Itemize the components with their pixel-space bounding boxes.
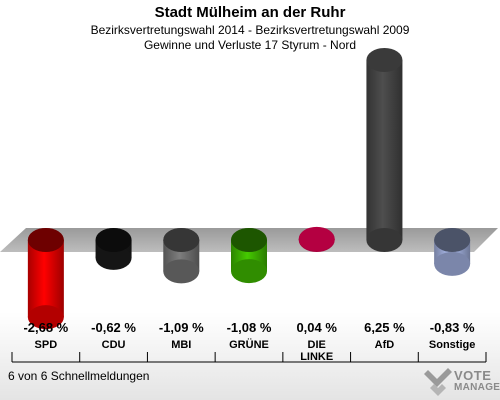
bar-gr-ne — [231, 228, 267, 284]
value-label: -2,68 % — [23, 320, 69, 335]
value-label: 6,25 % — [364, 320, 405, 335]
logo-text-vote: VOTE — [454, 368, 492, 383]
vote-manager-logo: VOTE MANAGER — [424, 366, 500, 398]
category-label: Sonstige — [428, 339, 476, 351]
category-label: AfD — [374, 339, 395, 351]
value-label: 0,04 % — [296, 320, 337, 335]
category-label: DIE LINKE — [300, 339, 334, 363]
value-label: -0,62 % — [91, 320, 136, 335]
bar-sonstige — [434, 228, 471, 276]
bar-afd — [366, 48, 403, 252]
status-text: 6 von 6 Schnellmeldungen — [8, 369, 150, 383]
vote-check-icon — [424, 368, 452, 396]
bar-mbi — [163, 228, 200, 284]
value-label: -1,08 % — [226, 320, 272, 335]
value-label: -1,09 % — [158, 320, 204, 335]
category-label: SPD — [34, 339, 58, 351]
chart-subtitle-2: Gewinne und Verluste 17 Styrum - Nord — [143, 38, 357, 52]
category-label: MBI — [171, 339, 192, 351]
logo-text-manager: MANAGER — [454, 382, 500, 393]
category-label: GRÜNE — [229, 339, 269, 351]
bar-cdu — [95, 228, 132, 270]
chart-title: Stadt Mülheim an der Ruhr — [154, 4, 346, 21]
category-label: CDU — [101, 339, 126, 351]
bar-spd — [27, 228, 64, 330]
value-label: -0,83 % — [429, 320, 475, 335]
chart-subtitle: Bezirksvertretungswahl 2014 - Bezirksver… — [90, 23, 410, 37]
bar-die-linke — [298, 226, 335, 252]
